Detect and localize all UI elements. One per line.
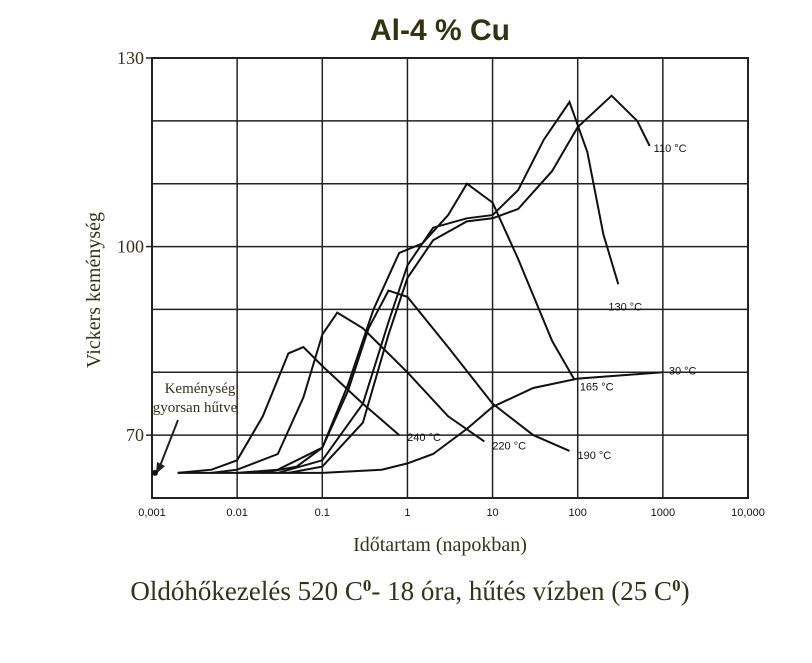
plot-frame bbox=[151, 57, 749, 499]
arrow-head bbox=[156, 462, 165, 474]
x-tick-label: 1 bbox=[404, 507, 410, 519]
series-label: 220 °C bbox=[492, 440, 526, 452]
annotation-arrow bbox=[159, 419, 179, 467]
x-tick-label: 0.1 bbox=[315, 507, 330, 519]
series-label: 130 °C bbox=[608, 301, 642, 313]
footer: Oldóhőkezelés 520 C0- 18 óra, hűtés vízb… bbox=[130, 576, 689, 607]
line bbox=[211, 311, 485, 474]
x-tick-label: 100 bbox=[569, 507, 587, 519]
footer-part: 0 bbox=[363, 576, 372, 595]
y-tick-label: 70 bbox=[126, 425, 144, 445]
line bbox=[177, 371, 663, 474]
line bbox=[288, 94, 651, 474]
y-tick-label: 130 bbox=[117, 48, 144, 68]
line bbox=[277, 99, 620, 474]
footer-part: ) bbox=[681, 576, 690, 606]
series-label: 190 °C bbox=[577, 450, 611, 462]
series-label: 165 °C bbox=[580, 382, 614, 394]
x-tick-label: 0.01 bbox=[226, 507, 247, 519]
y-axis-label: Vickers keménység bbox=[83, 212, 105, 368]
line bbox=[237, 289, 570, 474]
quench-point bbox=[152, 469, 158, 476]
y-tick-label: 100 bbox=[117, 237, 144, 257]
annotation: gyorsan hűtve bbox=[153, 400, 238, 416]
footer-part: - 18 óra, hűtés vízben (25 C bbox=[371, 576, 672, 606]
annotation: Keménység bbox=[165, 381, 236, 397]
x-tick-label: 10,000 bbox=[731, 507, 765, 519]
series-label: 240 °C bbox=[407, 432, 441, 444]
x-tick-label: 0,001 bbox=[138, 507, 166, 519]
footer-part: Oldóhőkezelés 520 C bbox=[130, 576, 362, 606]
chart-title: Al-4 % Cu bbox=[370, 14, 510, 47]
x-axis-label: Időtartam (napokban) bbox=[353, 534, 527, 556]
x-tick-label: 10 bbox=[486, 507, 498, 519]
footer-part: 0 bbox=[672, 576, 681, 595]
line bbox=[177, 345, 400, 474]
series-label: 30 °C bbox=[669, 365, 697, 377]
x-tick-label: 1000 bbox=[651, 507, 675, 519]
series-label: 110 °C bbox=[654, 143, 687, 155]
